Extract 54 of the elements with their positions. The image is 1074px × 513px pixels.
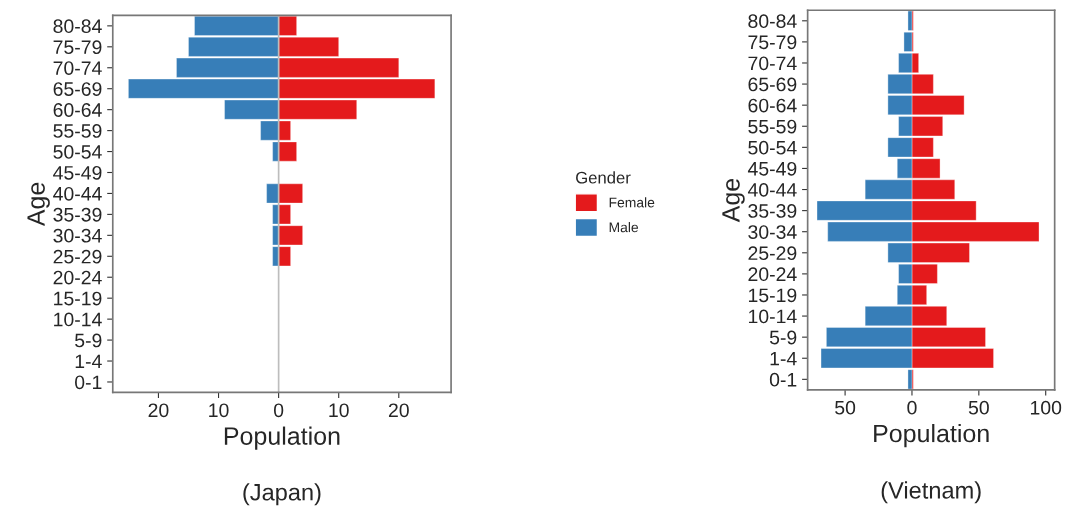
- x-tick-label: 20: [388, 403, 409, 418]
- y-tick-label: 50-54: [748, 140, 797, 155]
- y-tick-label: 70-74: [53, 61, 102, 75]
- y-tick-label: 40-44: [53, 186, 102, 201]
- y-tick-label: 60-64: [748, 98, 797, 113]
- y-tick-label: 30-34: [748, 225, 797, 239]
- y-tick-label: 0-1: [75, 375, 102, 390]
- y-tick-label: 10-14: [748, 309, 797, 324]
- y-tick-label: 75-79: [748, 35, 797, 50]
- y-tick-label: 35-39: [748, 204, 797, 218]
- y-tick-label: 65-69: [53, 82, 102, 96]
- y-tick-label: 20-24: [748, 267, 797, 282]
- x-tick-label: 20: [148, 403, 169, 418]
- legend-label: Male: [609, 222, 639, 233]
- legend-title: Gender: [576, 171, 631, 184]
- legend-label: Female: [609, 197, 655, 208]
- y-tick-label: 1-4: [75, 354, 102, 369]
- y-tick-label: 45-49: [747, 161, 797, 176]
- y-tick-label: 65-69: [748, 77, 797, 92]
- y-axis-title: Age: [722, 178, 745, 223]
- y-tick-label: 40-44: [747, 182, 797, 197]
- y-tick-label: 30-34: [53, 228, 102, 243]
- y-tick-label: 45-49: [53, 165, 102, 180]
- x-tick-label: 50: [835, 400, 856, 415]
- x-tick-label: 10: [329, 403, 349, 418]
- y-tick-label: 5-9: [75, 333, 102, 348]
- y-tick-label: 20-24: [53, 270, 102, 285]
- y-tick-label: 0-1: [769, 372, 797, 387]
- y-tick-label: 25-29: [53, 249, 102, 264]
- y-tick-label: 70-74: [748, 56, 797, 71]
- x-tick-label: 0: [273, 403, 284, 418]
- y-tick-label: 80-84: [53, 19, 102, 34]
- x-axis-title: Population: [224, 426, 340, 450]
- y-axis-title: Age: [27, 182, 50, 227]
- x-tick-label: 100: [1030, 400, 1062, 415]
- y-tick-label: 75-79: [53, 40, 102, 55]
- x-tick-label: 10: [209, 403, 229, 418]
- x-tick-label: 0: [907, 400, 917, 415]
- y-tick-label: 50-54: [53, 145, 102, 159]
- y-tick-label: 55-59: [53, 124, 102, 138]
- y-tick-label: 5-9: [769, 330, 797, 345]
- y-tick-label: 25-29: [748, 246, 797, 261]
- x-axis-title: Population: [874, 423, 989, 448]
- y-tick-label: 55-59: [748, 119, 797, 134]
- y-tick-label: 15-19: [748, 288, 797, 303]
- y-tick-label: 10-14: [54, 312, 102, 327]
- y-tick-label: 15-19: [54, 291, 102, 306]
- text: (Japan): [243, 483, 321, 506]
- y-tick-label: 60-64: [53, 103, 102, 117]
- text: (Vietnam): [881, 481, 981, 504]
- y-tick-label: 35-39: [53, 207, 102, 222]
- y-tick-label: 80-84: [748, 14, 797, 29]
- x-tick-label: 50: [968, 400, 989, 415]
- y-tick-label: 1-4: [770, 351, 797, 366]
